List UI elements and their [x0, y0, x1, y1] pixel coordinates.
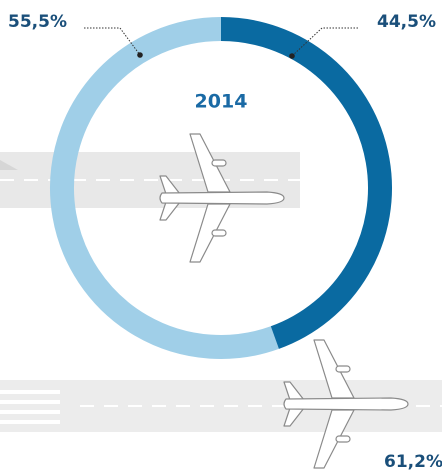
- value-label: 44,5%: [377, 12, 436, 32]
- chart: 2014 61,2% 55,5% 44,5%: [0, 0, 442, 472]
- annotation: 61,2%: [384, 452, 442, 472]
- center-label: 2014: [195, 91, 248, 113]
- leader-dot: [137, 52, 143, 58]
- leader-dot: [289, 53, 295, 59]
- page: {"chart_data": {"type": "donut", "title"…: [0, 0, 442, 472]
- value-label: 55,5%: [8, 12, 67, 32]
- plane-icon: [284, 340, 408, 468]
